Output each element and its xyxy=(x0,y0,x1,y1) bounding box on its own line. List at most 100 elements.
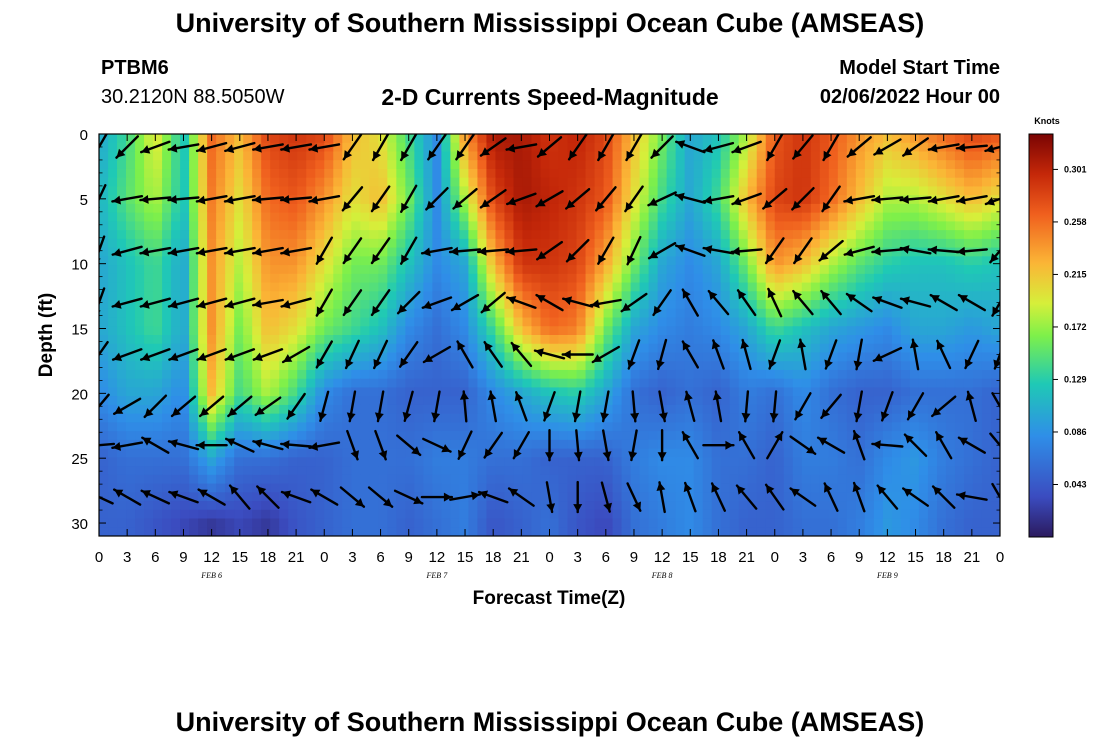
heatmap-cell xyxy=(810,457,821,467)
heatmap-cell xyxy=(459,335,470,345)
current-arrow xyxy=(400,236,418,265)
heatmap-cell xyxy=(945,483,956,493)
heatmap-cell xyxy=(729,413,740,423)
heatmap-cell xyxy=(243,361,253,371)
heatmap-cell xyxy=(684,378,695,389)
heatmap-cell xyxy=(828,273,839,284)
heatmap-cell xyxy=(378,212,388,222)
heatmap-cell xyxy=(252,212,262,222)
heatmap-cell xyxy=(864,501,875,511)
heatmap-cell xyxy=(945,369,956,380)
heatmap-cell xyxy=(594,518,605,528)
heatmap-cell xyxy=(900,326,911,336)
heatmap-cell xyxy=(99,501,109,511)
current-arrow xyxy=(846,136,872,158)
heatmap-cell xyxy=(315,247,325,257)
heatmap-cell xyxy=(234,203,244,214)
heatmap-cell xyxy=(603,221,614,231)
heatmap-cell xyxy=(972,509,983,520)
heatmap-cell xyxy=(882,238,893,249)
heatmap-cell xyxy=(144,134,154,144)
heatmap-cell xyxy=(108,177,118,188)
heatmap-cell xyxy=(531,369,542,380)
heatmap-cell xyxy=(711,160,722,170)
heatmap-cell xyxy=(612,483,623,493)
heatmap-cell xyxy=(189,492,199,502)
heatmap-cell xyxy=(261,404,271,415)
heatmap-cell xyxy=(162,195,172,205)
heatmap-cell xyxy=(828,195,839,205)
heatmap-cell xyxy=(693,265,704,275)
heatmap-cell xyxy=(108,396,118,406)
heatmap-cell xyxy=(405,439,415,450)
heatmap-cell xyxy=(855,134,866,144)
heatmap-cell xyxy=(171,387,181,397)
heatmap-cell xyxy=(423,265,433,275)
heatmap-cell xyxy=(450,291,460,301)
heatmap-cell xyxy=(234,396,244,406)
heatmap-cell xyxy=(297,230,307,240)
heatmap-cell xyxy=(306,396,316,406)
heatmap-cell xyxy=(846,212,857,222)
heatmap-cell xyxy=(423,422,433,432)
heatmap-cell xyxy=(639,492,650,502)
heatmap-cell xyxy=(153,396,163,406)
current-arrow xyxy=(479,188,507,209)
heatmap-cell xyxy=(855,369,866,380)
heatmap-cell xyxy=(612,518,623,528)
heatmap-cell xyxy=(639,151,650,161)
heatmap-cell xyxy=(819,387,830,397)
heatmap-cell xyxy=(297,247,307,257)
heatmap-cell xyxy=(369,352,379,362)
heatmap-cell xyxy=(540,422,551,432)
heatmap-cell xyxy=(315,396,325,406)
heatmap-cell xyxy=(306,134,316,144)
heatmap-cell xyxy=(414,492,424,502)
heatmap-cell xyxy=(900,142,911,153)
heatmap-cell xyxy=(738,273,749,284)
heatmap-cell xyxy=(477,177,488,188)
heatmap-cell xyxy=(639,483,650,493)
heatmap-cell xyxy=(171,448,181,458)
current-arrow xyxy=(477,246,510,256)
heatmap-cell xyxy=(810,300,821,310)
heatmap-cell xyxy=(414,212,424,222)
heatmap-cell xyxy=(684,203,695,214)
heatmap-cell xyxy=(135,221,145,231)
heatmap-cell xyxy=(405,160,415,170)
heatmap-cell xyxy=(288,361,298,371)
heatmap-cell xyxy=(990,457,1000,467)
heatmap-cell xyxy=(621,186,632,196)
heatmap-cell xyxy=(504,448,515,458)
heatmap-cell xyxy=(531,396,542,406)
heatmap-cell xyxy=(225,439,235,450)
heatmap-cell xyxy=(441,168,451,179)
heatmap-cell xyxy=(648,212,659,222)
heatmap-cell xyxy=(981,413,992,423)
heatmap-cell xyxy=(810,186,821,196)
heatmap-cell xyxy=(927,457,938,467)
heatmap-cell xyxy=(603,439,614,450)
heatmap-cell xyxy=(198,457,208,467)
heatmap-cell xyxy=(216,247,226,257)
heatmap-cell xyxy=(774,518,785,528)
current-arrow xyxy=(139,246,172,257)
heatmap-cell xyxy=(486,256,497,266)
heatmap-cell xyxy=(162,300,172,310)
heatmap-cell xyxy=(810,273,821,284)
heatmap-cell xyxy=(99,457,109,467)
heatmap-cell xyxy=(414,160,424,170)
heatmap-cell xyxy=(603,160,614,170)
heatmap-cell xyxy=(207,300,217,310)
heatmap-cell xyxy=(324,352,334,362)
heatmap-cell xyxy=(414,439,424,450)
heatmap-cell xyxy=(450,457,460,467)
heatmap-cell xyxy=(729,387,740,397)
heatmap-cell xyxy=(486,168,497,179)
heatmap-cell xyxy=(720,160,731,170)
heatmap-cell xyxy=(477,186,488,196)
arrow-head xyxy=(819,251,829,261)
heatmap-cell xyxy=(792,230,803,240)
heatmap-cell xyxy=(468,265,479,275)
current-arrow xyxy=(650,135,674,159)
